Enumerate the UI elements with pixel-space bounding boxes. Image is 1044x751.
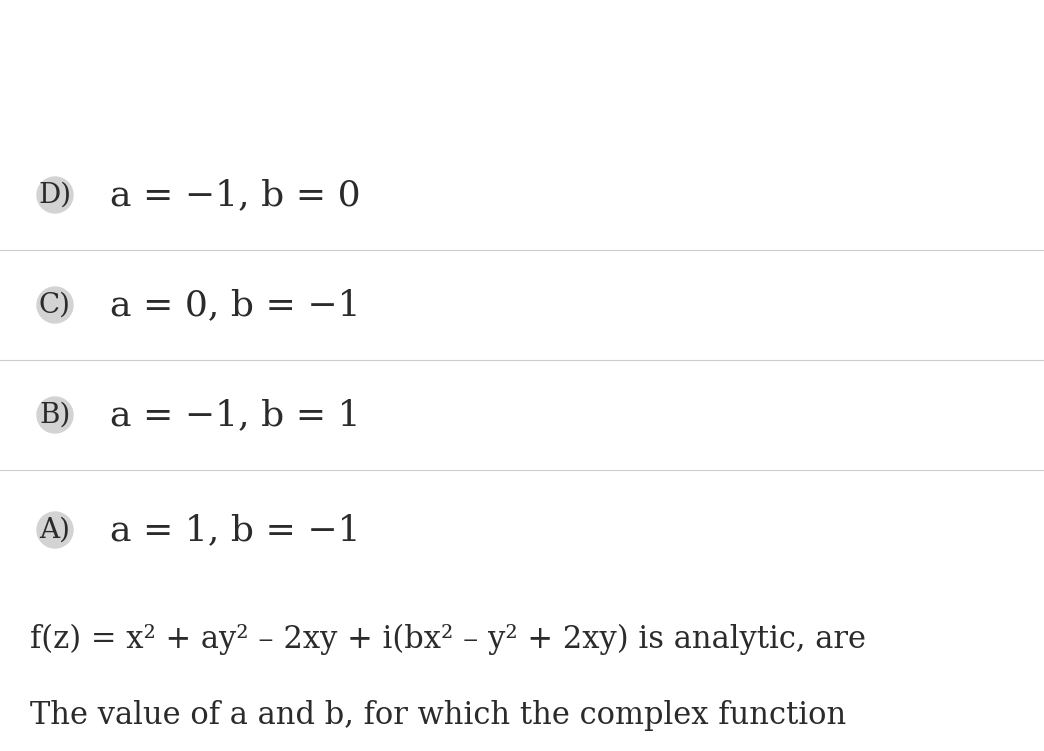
Circle shape bbox=[37, 397, 73, 433]
Text: a = 1, b = −1: a = 1, b = −1 bbox=[110, 513, 360, 547]
Text: a = −1, b = 1: a = −1, b = 1 bbox=[110, 398, 360, 432]
Circle shape bbox=[37, 512, 73, 548]
Text: D): D) bbox=[39, 182, 72, 209]
Text: a = −1, b = 0: a = −1, b = 0 bbox=[110, 178, 360, 212]
Text: B): B) bbox=[40, 402, 71, 429]
Text: a = 0, b = −1: a = 0, b = −1 bbox=[110, 288, 360, 322]
Circle shape bbox=[37, 287, 73, 323]
Text: C): C) bbox=[39, 291, 71, 318]
Text: f(z) = x² + ay² – 2xy + i(bx² – y² + 2xy) is analytic, are: f(z) = x² + ay² – 2xy + i(bx² – y² + 2xy… bbox=[30, 624, 867, 655]
Circle shape bbox=[37, 177, 73, 213]
Text: The value of a and b, for which the complex function: The value of a and b, for which the comp… bbox=[30, 700, 847, 731]
Text: A): A) bbox=[40, 517, 71, 544]
